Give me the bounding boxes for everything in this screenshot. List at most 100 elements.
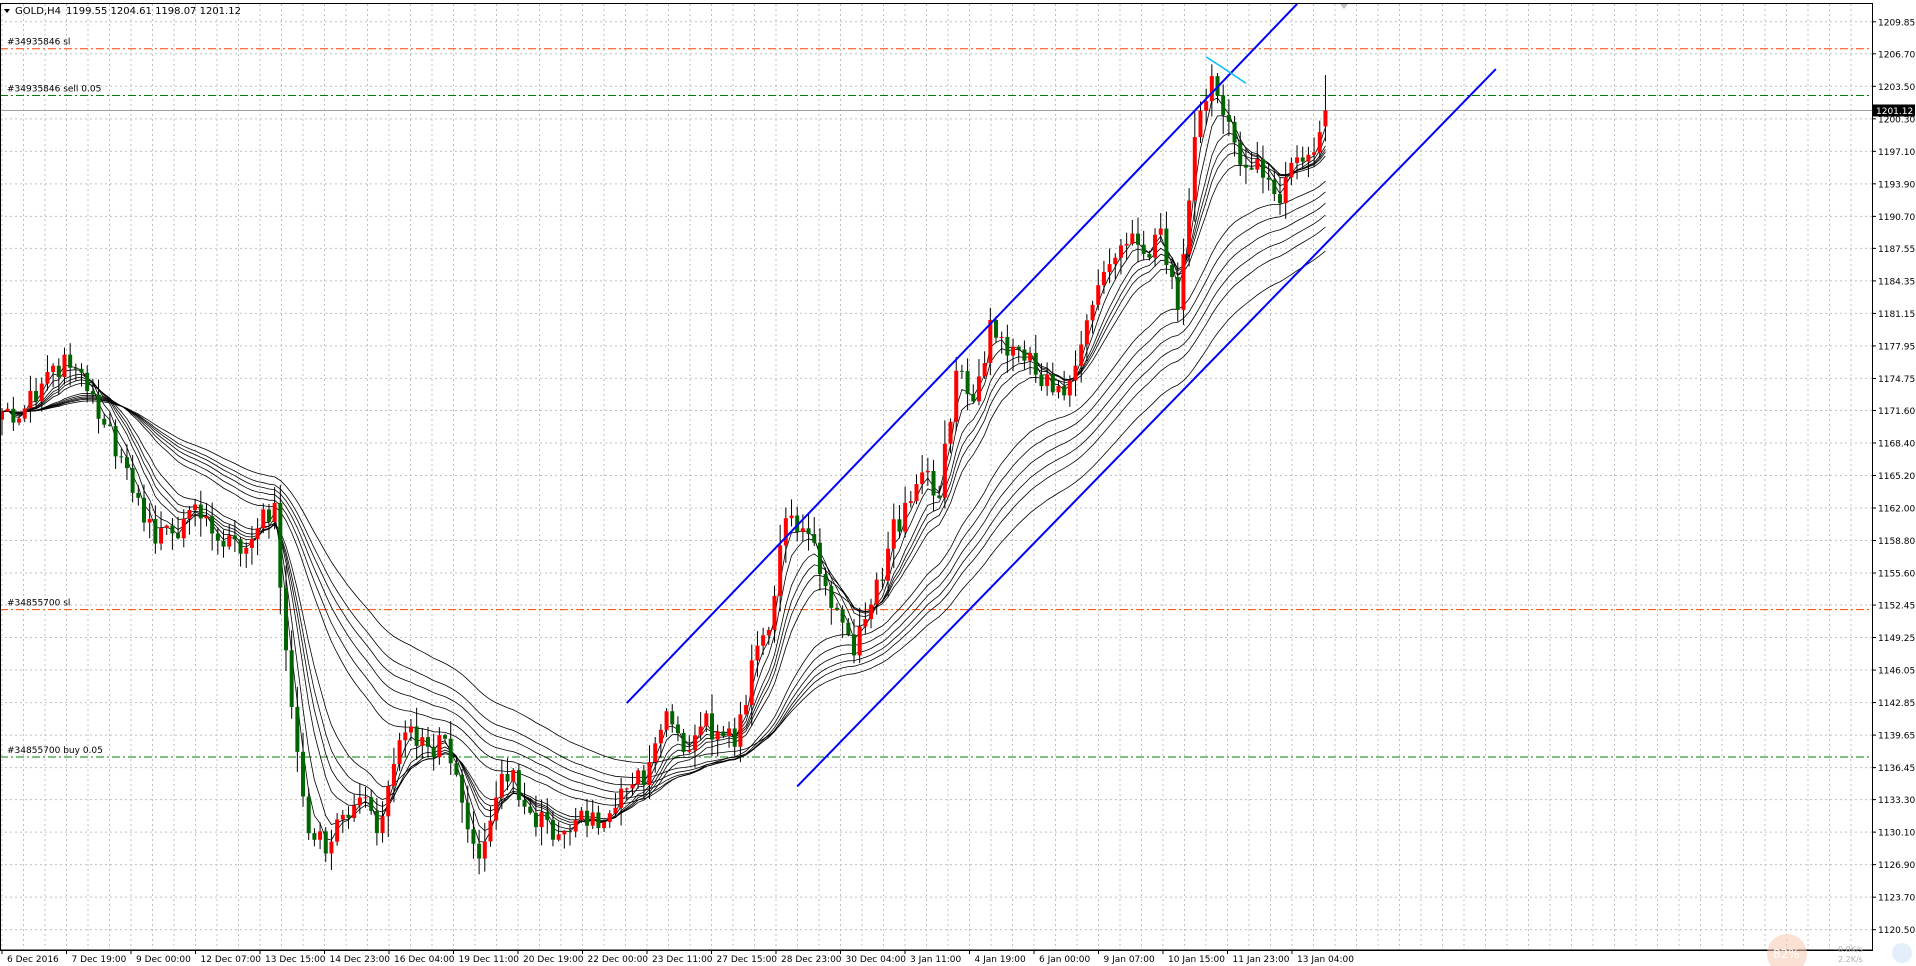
candle	[772, 585, 777, 643]
candle-body-bull	[857, 626, 862, 656]
ema-line	[1, 226, 1326, 779]
candle	[1136, 217, 1140, 263]
download-speed: 2.2K/s	[1838, 955, 1863, 964]
candle-body-bear	[471, 829, 476, 844]
candle	[619, 777, 624, 826]
chart-shift-icon[interactable]	[1340, 4, 1348, 9]
candle	[68, 343, 73, 386]
network-widget: 82% 0.0K/s 2.2K/s	[1767, 934, 1912, 966]
candle-body-bull	[647, 762, 652, 786]
candle-body-bear	[346, 814, 351, 819]
candle-body-bear	[68, 354, 73, 368]
candle	[1062, 370, 1067, 401]
price-tick-label: 1177.95	[1878, 342, 1915, 352]
time-tick-label: 20 Dec 19:00	[523, 955, 584, 965]
candle-body-bull	[891, 519, 896, 549]
candle-body-bear	[823, 574, 828, 587]
candle-body-bear	[812, 534, 817, 543]
candle-body-bull	[62, 354, 67, 378]
candle	[920, 455, 925, 495]
price-axis[interactable]: 1209.85 1206.70 1203.50 1200.30 1197.10 1193.…	[1872, 18, 1915, 936]
dropdown-triangle-icon[interactable]	[4, 9, 10, 13]
candle-body-bull	[869, 604, 874, 620]
candle-body-bear	[817, 542, 822, 575]
candle	[454, 756, 459, 777]
trend-channel[interactable]	[626, 3, 1497, 788]
candle	[79, 363, 84, 387]
candle-body-bull	[755, 645, 760, 661]
candle	[437, 727, 442, 765]
candle	[204, 503, 209, 527]
candle-body-bear	[880, 579, 885, 581]
candle	[817, 528, 822, 591]
candle	[295, 686, 300, 772]
ema-line	[1, 214, 1326, 786]
candle-body-bull	[664, 711, 669, 730]
candle	[181, 509, 186, 548]
candle	[232, 519, 237, 552]
time-tick-label: 4 Jan 19:00	[975, 955, 1027, 965]
candle-body-bull	[613, 807, 618, 814]
network-icon	[1892, 943, 1912, 963]
candle	[710, 694, 714, 757]
candle	[988, 307, 993, 376]
candle	[90, 378, 95, 404]
price-tick-label: 1181.15	[1878, 310, 1915, 320]
candle	[931, 459, 936, 512]
candle	[73, 363, 78, 381]
price-tick-label: 1168.40	[1878, 439, 1915, 449]
channel-line[interactable]	[626, 3, 1298, 704]
candle-body-bull	[1204, 101, 1209, 111]
candle-body-bear	[312, 833, 317, 840]
candle	[874, 572, 879, 615]
candle-body-bear	[931, 470, 936, 496]
candle	[976, 359, 981, 406]
candle-body-bull	[255, 528, 260, 540]
time-tick-label: 7 Dec 19:00	[72, 955, 127, 965]
candle	[959, 364, 964, 379]
candle	[886, 531, 891, 597]
candle	[357, 783, 362, 814]
price-tick-label: 1126.90	[1878, 861, 1915, 871]
candle-body-bull	[1067, 380, 1072, 396]
candle	[744, 694, 749, 717]
candle-body-bear	[721, 731, 726, 736]
candle	[636, 768, 641, 789]
candle-body-bull	[22, 408, 27, 419]
candle	[1056, 379, 1061, 399]
candle	[414, 707, 419, 760]
candle	[420, 728, 425, 759]
candle-body-bear	[73, 367, 78, 369]
candle-body-bull	[619, 788, 624, 808]
channel-line[interactable]	[796, 68, 1497, 788]
candle-body-bear	[153, 518, 158, 544]
candle-body-bear	[85, 372, 90, 392]
candle-body-bull	[1289, 162, 1294, 178]
candle	[1141, 230, 1146, 261]
candle-body-bull	[437, 735, 442, 758]
candle	[562, 830, 567, 849]
candle-body-bull	[420, 737, 425, 746]
candle-body-bear	[1016, 346, 1021, 350]
candle-body-bull	[1255, 159, 1260, 170]
candle-body-bear	[1147, 253, 1152, 258]
candle	[908, 491, 913, 508]
candle-body-bear	[533, 812, 538, 828]
candle-body-bull	[698, 726, 703, 736]
candle-body-bull	[39, 383, 44, 402]
ema-line	[1, 143, 1326, 823]
candle	[766, 626, 771, 645]
candle	[147, 503, 152, 539]
time-axis[interactable]: 6 Dec 2016 7 Dec 19:00 9 Dec 00:00 12 Dec 0…	[0, 949, 1872, 965]
candle	[579, 806, 584, 824]
candle-body-bull	[249, 539, 254, 548]
candle	[164, 524, 169, 536]
candle-body-bear	[79, 368, 84, 373]
time-tick-label: 3 Jan 11:00	[910, 955, 962, 965]
candle-body-bear	[11, 408, 16, 423]
candle	[278, 484, 283, 615]
price-tick-label: 1142.85	[1878, 699, 1915, 709]
ema-line	[1, 115, 1326, 832]
candle-body-bear	[465, 802, 470, 830]
